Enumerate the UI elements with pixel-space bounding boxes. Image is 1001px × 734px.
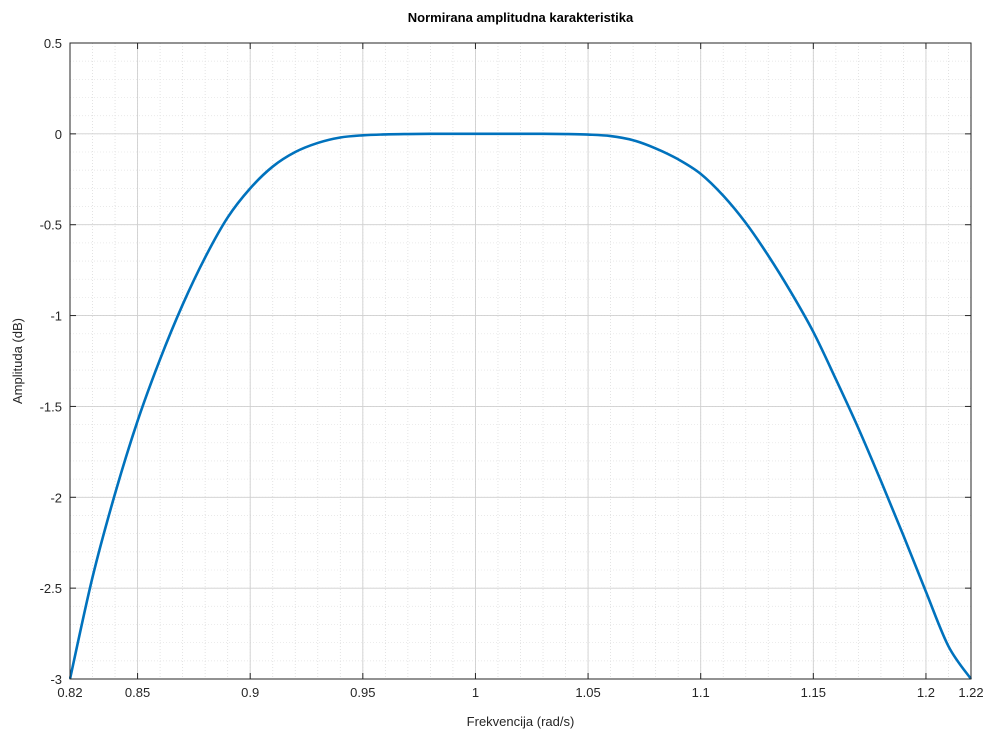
ticks-layer: 0.82 0.85 0.9 0.95 1 1.05 1.1 1.15 1.2 1.22 0.5 0 -0…	[40, 36, 984, 700]
x-tick-label: 1.05	[575, 685, 600, 700]
x-tick-label: 1.22	[958, 685, 983, 700]
y-tick-label: 0.5	[44, 36, 62, 51]
x-tick-label: 0.95	[350, 685, 375, 700]
y-tick-label: -0.5	[40, 218, 62, 233]
y-tick-label: -2	[50, 490, 62, 505]
x-axis-label: Frekvencija (rad/s)	[467, 714, 575, 729]
plot-line-layer	[69, 132, 972, 680]
x-tick-label: 1.2	[917, 685, 935, 700]
y-tick-label: -3	[50, 672, 62, 687]
y-tick-label: -2.5	[40, 581, 62, 596]
x-tick-label: 0.82	[57, 685, 82, 700]
x-tick-label: 0.85	[125, 685, 150, 700]
series-line	[69, 132, 972, 680]
axes-box	[69, 42, 972, 680]
x-tick-label: 1	[472, 685, 479, 700]
x-tick-label: 1.15	[801, 685, 826, 700]
y-tick-label: 0	[55, 127, 62, 142]
y-axis-label: Amplituda (dB)	[10, 318, 25, 404]
x-tick-label: 0.9	[241, 685, 259, 700]
y-tick-label: -1.5	[40, 399, 62, 414]
y-tick-label: -1	[50, 309, 62, 324]
major-grid	[70, 43, 971, 679]
x-tick-label: 1.1	[692, 685, 710, 700]
chart-title: Normirana amplitudna karakteristika	[408, 10, 634, 25]
